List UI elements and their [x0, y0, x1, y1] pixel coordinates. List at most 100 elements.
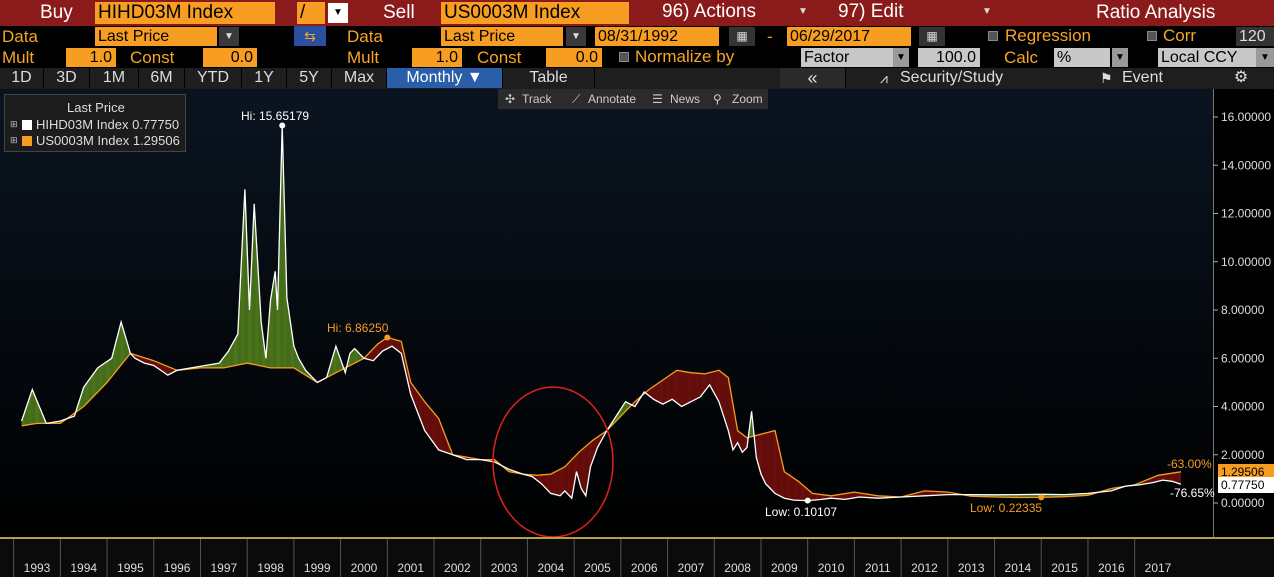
spread-fill: [1179, 471, 1180, 484]
spread-fill: [836, 494, 838, 499]
collapse-button[interactable]: «: [780, 68, 846, 88]
spread-fill: [399, 340, 401, 354]
spread-fill: [704, 373, 706, 392]
const-field-1[interactable]: 0.0: [203, 48, 257, 67]
spread-fill: [918, 492, 920, 497]
edit-menu[interactable]: 97) Edit: [838, 1, 904, 22]
spread-fill: [438, 417, 440, 451]
chart-area[interactable]: 16.00000 14.00000 12.00000 10.00000 8.00000 6…: [0, 89, 1274, 577]
event-flag-icon[interactable]: ⚑: [1100, 70, 1113, 86]
track-button[interactable]: Track: [522, 92, 552, 106]
spread-fill: [395, 339, 397, 350]
spread-fill: [228, 350, 229, 368]
spread-fill: [934, 491, 936, 496]
swap-icon[interactable]: ⇆: [294, 26, 326, 46]
spread-fill: [580, 450, 582, 489]
end-date-field[interactable]: 06/29/2017: [787, 27, 911, 46]
spread-fill: [563, 467, 565, 493]
annotate-button[interactable]: Annotate: [588, 92, 637, 106]
spread-fill: [572, 457, 574, 493]
spread-fill: [785, 472, 787, 499]
operator-dropdown-icon[interactable]: ▼: [328, 3, 348, 23]
ccy-field[interactable]: Local CCY: [1158, 48, 1256, 67]
data-dropdown-icon-1[interactable]: ▼: [219, 27, 239, 46]
tab-1y[interactable]: 1Y: [242, 68, 287, 88]
tab-max[interactable]: Max: [332, 68, 387, 88]
calc-field[interactable]: %: [1054, 48, 1110, 67]
spread-fill: [158, 362, 160, 370]
spread-fill: [757, 434, 759, 466]
annotate-icon[interactable]: ⟋: [572, 92, 581, 106]
spread-fill: [125, 336, 127, 360]
mult-field-1[interactable]: 1.0: [66, 48, 116, 67]
normalize-dropdown-icon[interactable]: ▼: [893, 48, 909, 67]
regression-checkbox[interactable]: [988, 31, 998, 41]
spread-fill: [426, 403, 428, 434]
spread-fill: [382, 340, 384, 352]
spread-fill: [356, 350, 357, 363]
table-button[interactable]: Table: [503, 68, 595, 88]
corr-checkbox[interactable]: [1147, 31, 1157, 41]
legend-expand-icon-2[interactable]: ⊞: [10, 135, 18, 145]
zoom-icon[interactable]: ⚲: [713, 92, 722, 106]
data-dropdown-icon-2[interactable]: ▼: [566, 27, 586, 46]
spread-fill: [863, 493, 865, 498]
normalize-checkbox[interactable]: [619, 52, 629, 62]
spread-fill: [99, 366, 101, 391]
corr-field[interactable]: 120: [1236, 27, 1274, 46]
spread-fill: [804, 486, 806, 501]
spread-fill: [1051, 494, 1052, 498]
track-icon[interactable]: ✣: [505, 92, 516, 106]
tab-5y[interactable]: 5Y: [287, 68, 332, 88]
legend-expand-icon-1[interactable]: ⊞: [10, 119, 18, 129]
event-button[interactable]: Event: [1122, 69, 1163, 86]
normalize-field[interactable]: Factor: [801, 48, 893, 67]
start-date-field[interactable]: 08/31/1992: [595, 27, 719, 46]
calendar-icon-end[interactable]: ▦: [919, 27, 945, 46]
spread-fill: [682, 371, 684, 406]
tab-3d[interactable]: 3D: [44, 68, 90, 88]
spread-fill: [740, 433, 742, 452]
actions-dropdown-icon[interactable]: ▼: [798, 6, 808, 17]
spread-fill: [834, 495, 836, 499]
news-button[interactable]: News: [670, 92, 701, 106]
ccy-dropdown-icon[interactable]: ▼: [1256, 48, 1274, 67]
spread-fill: [695, 373, 697, 400]
buy-ticker-field[interactable]: HIHD03M Index: [95, 2, 275, 24]
spread-fill: [857, 492, 859, 498]
spread-fill: [920, 491, 922, 496]
news-icon[interactable]: ☰: [652, 92, 663, 106]
spread-fill: [935, 491, 937, 496]
frequency-dropdown[interactable]: Monthly ▼: [387, 68, 503, 88]
spread-fill: [1153, 476, 1155, 483]
mult-field-2[interactable]: 1.0: [412, 48, 462, 67]
data-label-2: Data: [347, 27, 383, 46]
normalize-factor-field[interactable]: 100.0: [918, 48, 980, 67]
legend-series-hibor[interactable]: HIHD03M Index 0.77750: [36, 117, 180, 132]
operator-field[interactable]: /: [297, 2, 325, 24]
tab-bar: [0, 68, 1274, 89]
spread-fill: [774, 430, 776, 494]
calendar-icon-start[interactable]: ▦: [729, 27, 755, 46]
calc-dropdown-icon[interactable]: ▼: [1112, 48, 1128, 67]
legend-series-libor[interactable]: US0003M Index 1.29506: [36, 133, 180, 148]
spread-fill: [815, 493, 817, 500]
const-field-2[interactable]: 0.0: [546, 48, 602, 67]
actions-menu[interactable]: 96) Actions: [662, 1, 756, 22]
spread-fill: [716, 370, 718, 400]
security-study-button[interactable]: Security/Study: [900, 69, 1004, 86]
spread-fill: [93, 372, 95, 397]
data-field-1[interactable]: Last Price: [95, 27, 217, 46]
tab-ytd[interactable]: YTD: [185, 68, 242, 88]
spread-fill: [100, 365, 101, 390]
settings-gear-icon[interactable]: ⚙: [1233, 69, 1249, 86]
edit-dropdown-icon[interactable]: ▼: [982, 6, 992, 17]
security-study-icon[interactable]: ⩘: [880, 70, 888, 86]
tab-1d[interactable]: 1D: [0, 68, 44, 88]
sell-ticker-field[interactable]: US0003M Index: [441, 2, 629, 24]
tab-6m[interactable]: 6M: [139, 68, 185, 88]
y-tick-label: 8.00000: [1221, 303, 1265, 317]
data-field-2[interactable]: Last Price: [441, 27, 563, 46]
zoom-button[interactable]: Zoom: [732, 92, 763, 106]
tab-1m[interactable]: 1M: [90, 68, 139, 88]
